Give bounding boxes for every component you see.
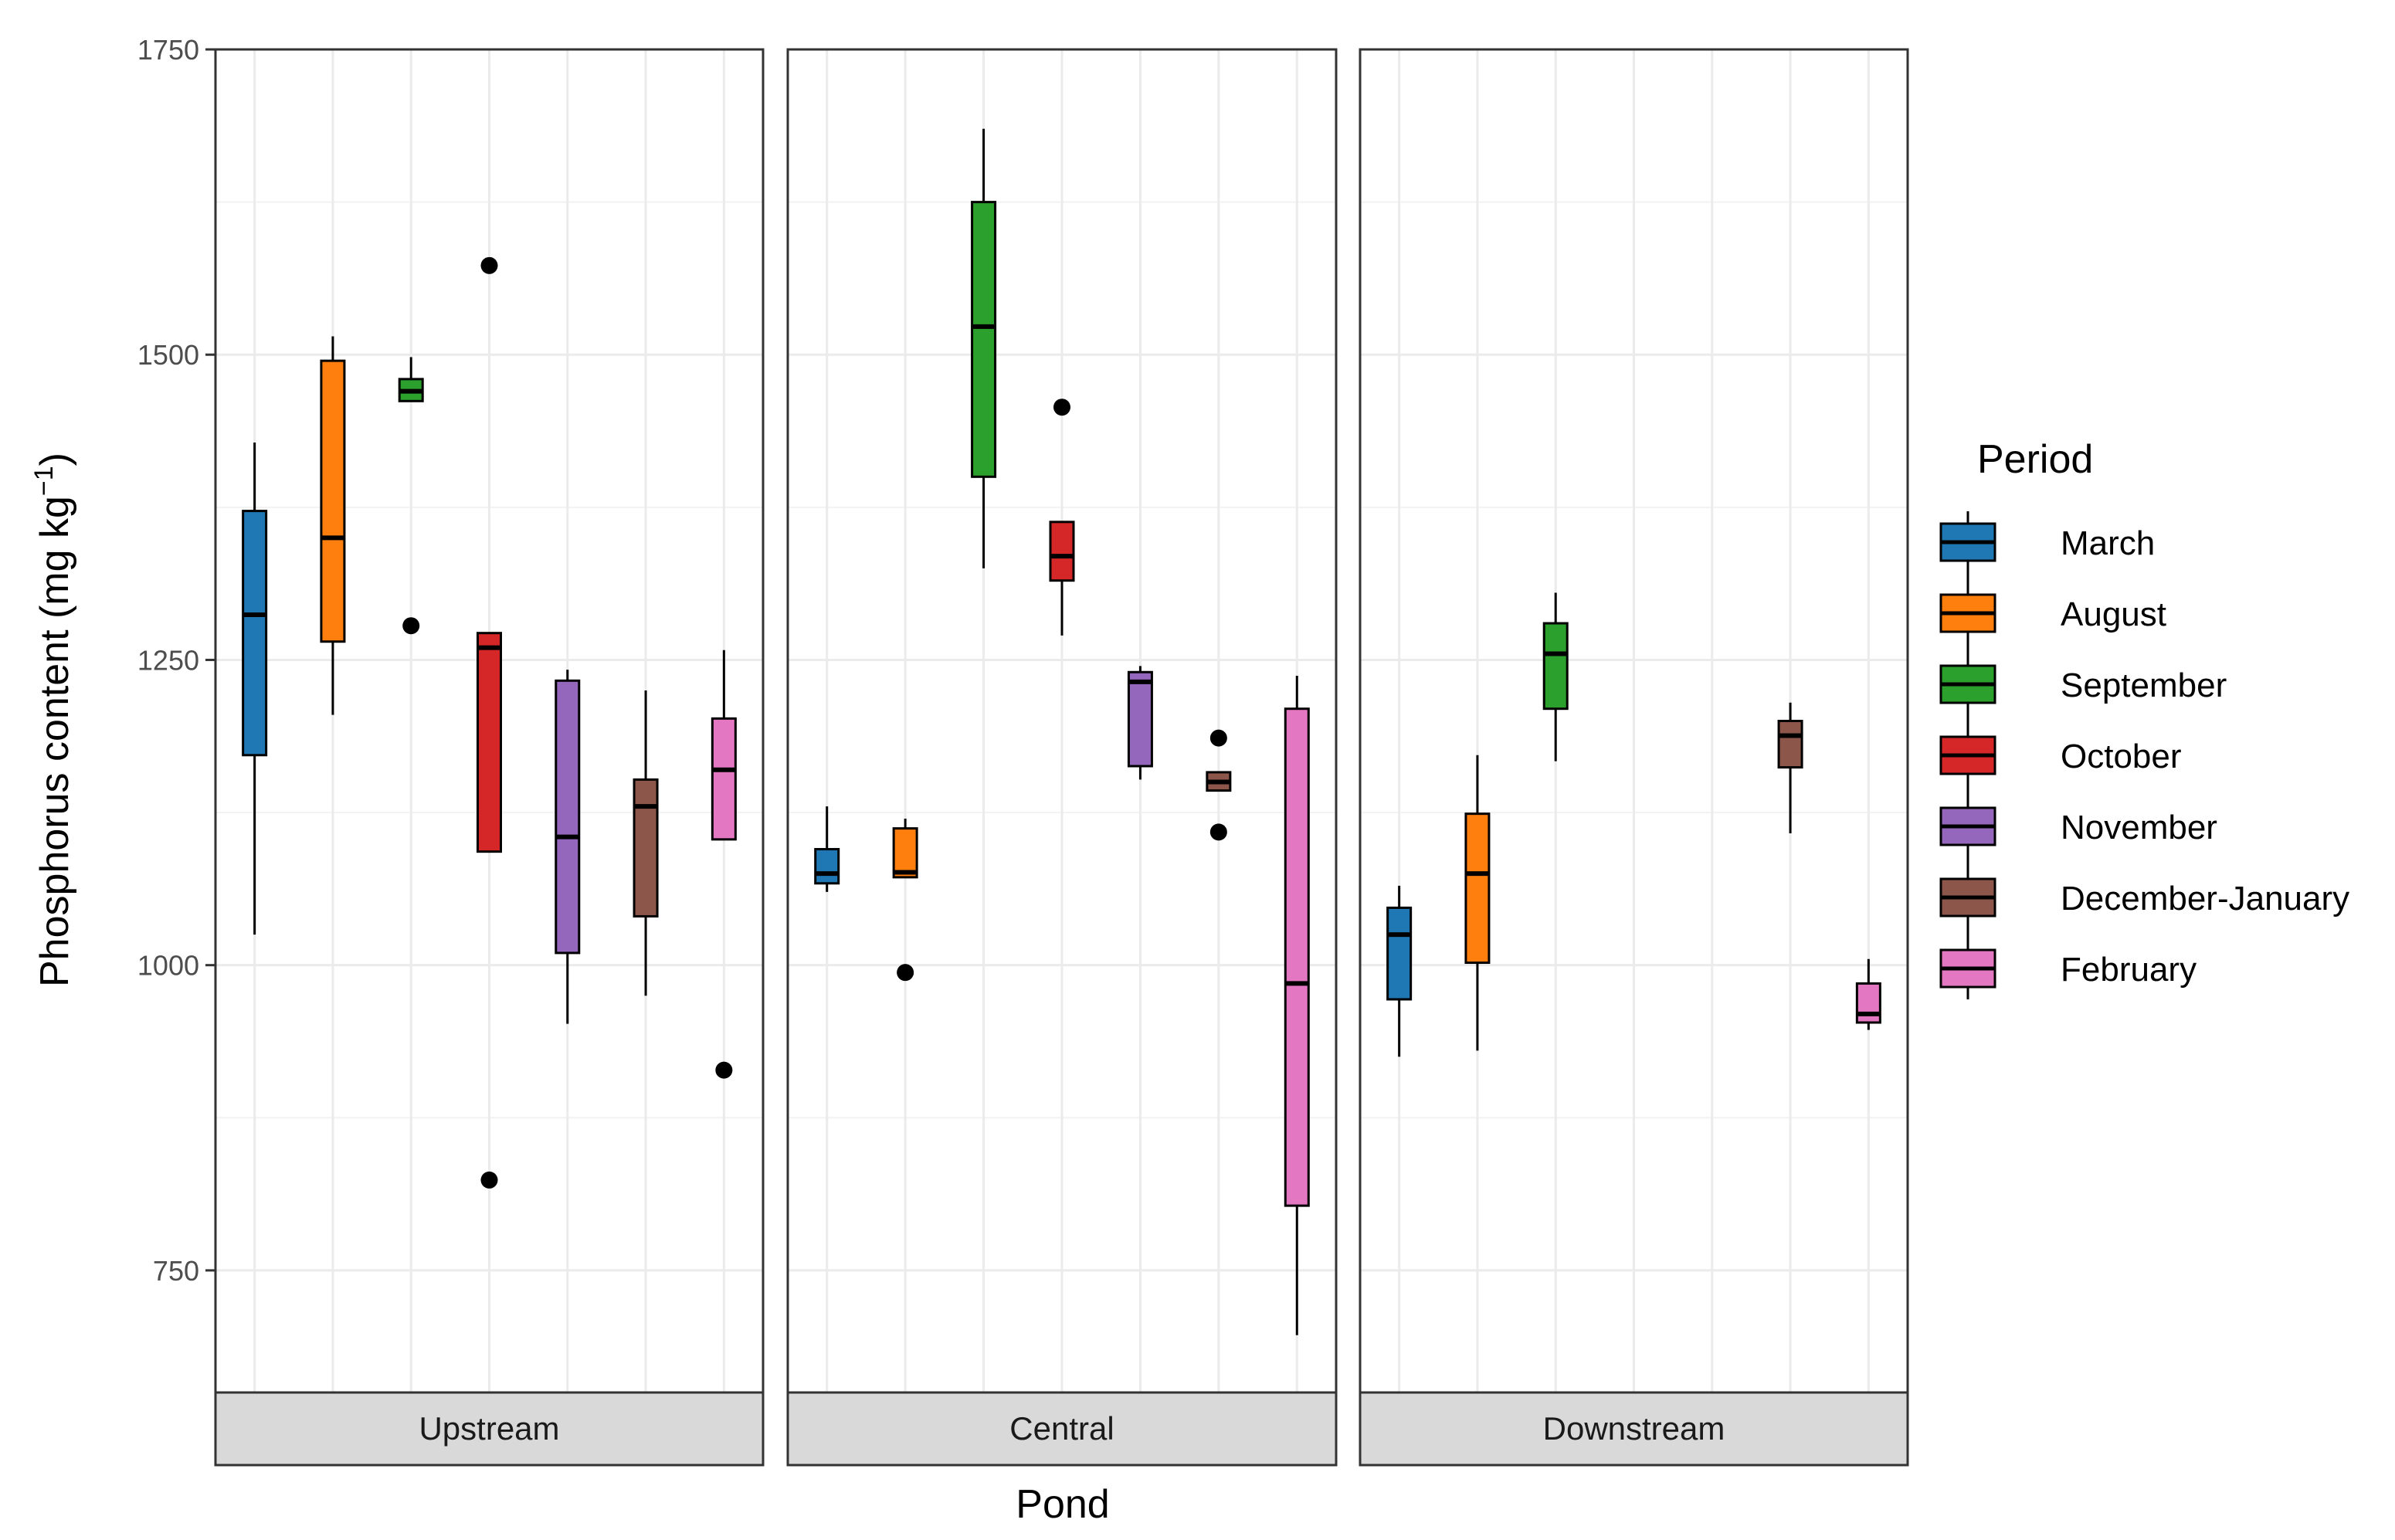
legend-item-august: August	[1939, 593, 2166, 633]
outlier-point	[897, 964, 914, 982]
box-upstream-october	[477, 256, 502, 1189]
box-body	[1386, 906, 1413, 1001]
legend-label: November	[2061, 809, 2217, 846]
box-body	[1127, 670, 1153, 768]
legend-item-february: February	[1939, 948, 2197, 989]
box-downstream-august	[1464, 755, 1491, 1051]
outlier-point	[1053, 399, 1070, 416]
legend-label: March	[2061, 524, 2155, 562]
legend-item-november: November	[1939, 806, 2217, 846]
box-upstream-december-january	[633, 690, 659, 996]
box-upstream-november	[555, 670, 581, 1024]
box-body	[1049, 521, 1075, 582]
outlier-point	[1209, 729, 1227, 747]
box-body	[1284, 707, 1310, 1207]
box-upstream-september	[398, 357, 424, 635]
box-body	[814, 847, 840, 885]
box-body	[711, 717, 737, 841]
y-tick-label: 750	[153, 1255, 199, 1287]
box-body	[555, 679, 581, 955]
y-axis: 750 1000 1250 1500 1750	[137, 34, 215, 1287]
outlier-point	[715, 1061, 733, 1079]
legend-label: August	[2061, 595, 2166, 633]
y-tick-label: 1250	[137, 644, 199, 676]
legend-label: September	[2061, 667, 2227, 704]
y-tick-label: 1000	[137, 950, 199, 982]
panels-layer: Upstream Central Downstream	[214, 48, 1909, 1467]
legend-item-october: October	[1939, 735, 2182, 775]
box-downstream-february	[1855, 958, 1881, 1030]
box-body	[892, 827, 918, 879]
legend-label: February	[2061, 951, 2197, 989]
panel-central: Central	[786, 48, 1338, 1467]
box-body	[1855, 982, 1881, 1024]
panel-strip	[214, 1391, 765, 1467]
y-tick-label: 1750	[137, 34, 199, 66]
panel-strip-label: Central	[1009, 1410, 1114, 1447]
panel-strip-label: Downstream	[1543, 1410, 1725, 1447]
y-tick-label: 1500	[137, 339, 199, 371]
outlier-point	[402, 617, 420, 635]
box-central-september	[971, 128, 997, 568]
box-downstream-september	[1542, 592, 1569, 762]
y-axis-title-close: )	[32, 453, 77, 466]
legend-item-september: September	[1939, 664, 2227, 704]
box-central-december-january	[1206, 729, 1232, 841]
box-body	[242, 510, 268, 757]
box-upstream-august	[320, 336, 346, 715]
y-axis-title-superscript: −1	[29, 466, 59, 496]
box-body	[971, 201, 997, 478]
box-downstream-march	[1386, 885, 1413, 1057]
box-central-october	[1049, 399, 1075, 636]
box-downstream-december-january	[1777, 702, 1803, 833]
outlier-point	[480, 1171, 498, 1189]
box-body	[320, 359, 346, 643]
box-body	[477, 632, 502, 853]
outlier-point	[1209, 823, 1227, 841]
box-central-august	[892, 818, 918, 982]
panel-downstream: Downstream	[1359, 48, 1909, 1467]
y-axis-title-main: Phosphorus content (mg kg	[32, 496, 77, 987]
legend: Period March August September October Novemb…	[1939, 437, 2349, 999]
box-body	[1777, 720, 1803, 769]
panel-upstream: Upstream	[214, 48, 765, 1467]
outlier-point	[480, 256, 498, 274]
x-axis-title: Pond	[1016, 1482, 1109, 1527]
box-central-march	[814, 806, 840, 892]
box-upstream-march	[242, 443, 268, 935]
box-central-november	[1127, 666, 1153, 780]
panel-strip	[786, 1391, 1338, 1467]
box-body	[1464, 812, 1491, 965]
box-upstream-february	[711, 650, 737, 1079]
legend-item-december-january: December-January	[1939, 877, 2349, 918]
legend-item-march: March	[1939, 522, 2155, 562]
panel-strip	[1359, 1391, 1909, 1467]
legend-title: Period	[1977, 437, 2093, 482]
box-body	[1542, 622, 1569, 711]
panel-strip-label: Upstream	[419, 1410, 559, 1447]
legend-label: December-January	[2061, 880, 2349, 918]
legend-label: October	[2061, 738, 2182, 775]
y-axis-title: Phosphorus content (mg kg−1)	[29, 453, 77, 987]
box-central-february	[1284, 676, 1310, 1335]
box-body	[633, 778, 659, 918]
